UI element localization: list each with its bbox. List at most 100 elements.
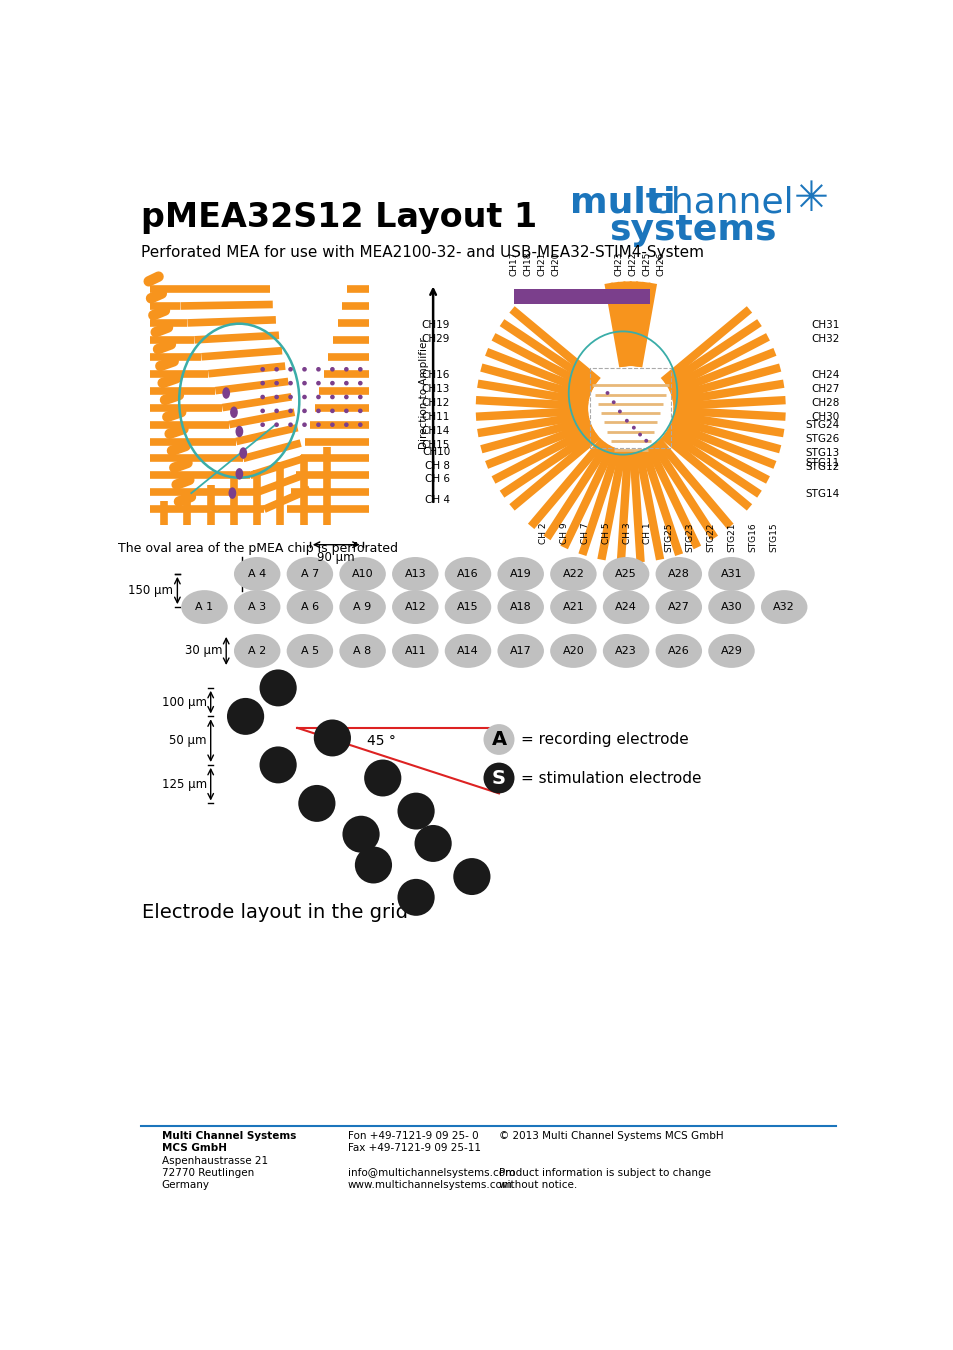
Text: STG23: STG23 — [684, 522, 694, 552]
Ellipse shape — [302, 423, 307, 427]
Text: A27: A27 — [667, 602, 689, 612]
Ellipse shape — [357, 423, 362, 427]
Text: S 7: S 7 — [351, 829, 371, 840]
Ellipse shape — [344, 409, 348, 413]
Ellipse shape — [339, 634, 385, 668]
Ellipse shape — [497, 634, 543, 668]
Text: Multi Channel Systems: Multi Channel Systems — [162, 1131, 296, 1141]
Text: A21: A21 — [562, 602, 583, 612]
Bar — [514, 289, 649, 305]
Ellipse shape — [357, 394, 362, 400]
Ellipse shape — [315, 381, 320, 386]
Text: without notice.: without notice. — [498, 1180, 577, 1191]
Ellipse shape — [602, 590, 649, 624]
Text: CH10
CH 8: CH10 CH 8 — [421, 447, 450, 471]
Text: S11: S11 — [404, 892, 427, 902]
Text: info@multichannelsystems.com: info@multichannelsystems.com — [348, 1168, 515, 1179]
Text: CH20: CH20 — [551, 251, 560, 275]
Text: = recording electrode: = recording electrode — [520, 732, 688, 747]
Text: STG22: STG22 — [705, 522, 715, 552]
Text: S10: S10 — [421, 838, 444, 848]
Text: CH17: CH17 — [510, 251, 518, 275]
Text: 90 μm: 90 μm — [317, 551, 355, 564]
Text: A25: A25 — [615, 568, 637, 579]
Ellipse shape — [602, 634, 649, 668]
Text: A15: A15 — [456, 602, 478, 612]
Ellipse shape — [342, 815, 379, 853]
Ellipse shape — [392, 590, 438, 624]
Text: S: S — [492, 768, 505, 787]
Text: 30 μm: 30 μm — [185, 644, 222, 657]
Text: CH26: CH26 — [656, 251, 665, 275]
Text: Germany: Germany — [162, 1180, 210, 1191]
Text: Perforated MEA for use with MEA2100-32- and USB-MEA32-STIM4-System: Perforated MEA for use with MEA2100-32- … — [141, 246, 703, 261]
Ellipse shape — [288, 409, 293, 413]
Ellipse shape — [302, 367, 307, 371]
Ellipse shape — [235, 468, 243, 479]
Ellipse shape — [344, 367, 348, 371]
Ellipse shape — [233, 634, 280, 668]
Ellipse shape — [339, 558, 385, 591]
Ellipse shape — [330, 423, 335, 427]
Text: A26: A26 — [667, 645, 689, 656]
Text: STG11: STG11 — [805, 459, 840, 468]
Text: A14: A14 — [456, 645, 478, 656]
Ellipse shape — [397, 792, 435, 830]
Ellipse shape — [302, 409, 307, 413]
Bar — [590, 369, 670, 448]
Text: CH16
CH13
CH12
CH11
CH14
CH15: CH16 CH13 CH12 CH11 CH14 CH15 — [421, 370, 450, 450]
Text: STG25: STG25 — [663, 522, 673, 552]
Text: 72770 Reutlingen: 72770 Reutlingen — [162, 1168, 253, 1179]
Ellipse shape — [315, 367, 320, 371]
Text: 100 μm: 100 μm — [162, 695, 207, 709]
Ellipse shape — [638, 432, 641, 436]
Ellipse shape — [444, 558, 491, 591]
Text: S 6: S 6 — [373, 774, 393, 783]
Text: ✳: ✳ — [793, 178, 828, 220]
Ellipse shape — [643, 439, 647, 443]
Ellipse shape — [260, 381, 265, 386]
Ellipse shape — [260, 394, 265, 400]
Ellipse shape — [344, 423, 348, 427]
Ellipse shape — [415, 825, 452, 861]
Text: = stimulation electrode: = stimulation electrode — [520, 771, 700, 786]
Text: A16: A16 — [456, 568, 478, 579]
Text: S 9: S 9 — [363, 860, 383, 869]
Ellipse shape — [618, 409, 621, 413]
Text: S 4: S 4 — [322, 733, 342, 743]
Ellipse shape — [760, 590, 806, 624]
Text: S 5: S 5 — [307, 798, 326, 809]
Text: S 1: S 1 — [235, 711, 255, 721]
Ellipse shape — [274, 423, 278, 427]
Ellipse shape — [302, 381, 307, 386]
Ellipse shape — [707, 590, 754, 624]
Text: A 5: A 5 — [300, 645, 318, 656]
Ellipse shape — [302, 394, 307, 400]
Ellipse shape — [550, 590, 596, 624]
Text: pMEA32S12 Layout 1: pMEA32S12 Layout 1 — [141, 201, 537, 234]
Text: A31: A31 — [720, 568, 741, 579]
Text: A20: A20 — [562, 645, 583, 656]
Text: A 2: A 2 — [248, 645, 266, 656]
Text: S 2: S 2 — [268, 683, 288, 693]
Text: CH19
CH29: CH19 CH29 — [421, 320, 450, 344]
Ellipse shape — [259, 670, 296, 706]
Ellipse shape — [314, 720, 351, 756]
Ellipse shape — [444, 634, 491, 668]
Ellipse shape — [655, 558, 701, 591]
Text: A 7: A 7 — [300, 568, 318, 579]
Text: CH23: CH23 — [614, 251, 623, 275]
Ellipse shape — [550, 634, 596, 668]
Ellipse shape — [330, 367, 335, 371]
Ellipse shape — [298, 784, 335, 822]
Ellipse shape — [227, 698, 264, 734]
Ellipse shape — [274, 367, 278, 371]
Ellipse shape — [233, 590, 280, 624]
Text: A12: A12 — [404, 602, 426, 612]
Text: STG15: STG15 — [768, 522, 778, 552]
Text: 150 μm: 150 μm — [129, 585, 173, 597]
Text: A32: A32 — [773, 602, 794, 612]
Ellipse shape — [624, 418, 628, 423]
Ellipse shape — [550, 558, 596, 591]
Text: Product information is subject to change: Product information is subject to change — [498, 1168, 710, 1179]
